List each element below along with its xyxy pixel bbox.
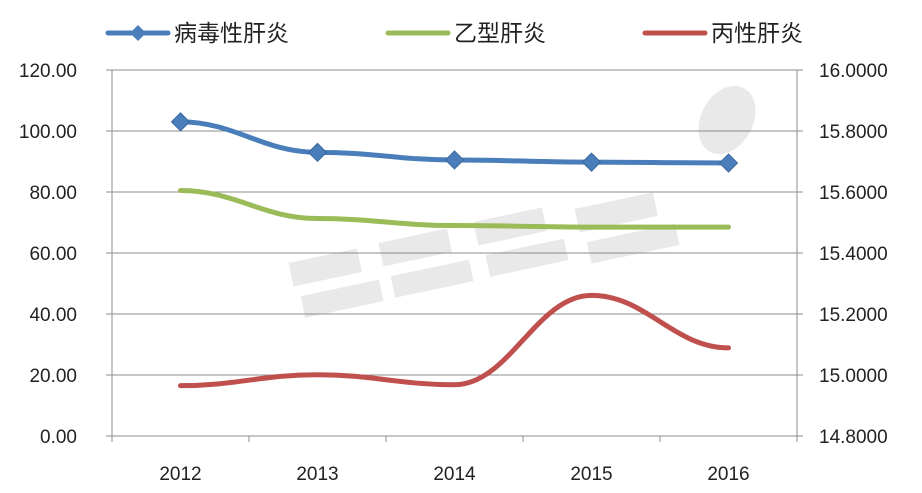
data-point-marker: [307, 142, 328, 163]
left-axis-tick-label: 120.00: [19, 61, 77, 82]
legend-label: 病毒性肝炎: [174, 21, 289, 47]
legend: 病毒性肝炎 乙型肝炎 丙性肝炎: [105, 21, 803, 47]
left-axis-tick-label: 100.00: [19, 122, 77, 143]
right-axis-tick-label: 15.8000: [819, 122, 888, 143]
x-axis-tick-label: 2014: [433, 464, 476, 485]
data-point-marker: [444, 150, 465, 170]
right-axis-tick-label: 16.0000: [819, 61, 888, 82]
legend-marker: [130, 25, 146, 41]
left-axis-tick-label: 0.00: [40, 427, 77, 448]
right-axis-tick-label: 14.8000: [819, 427, 888, 448]
x-axis-tick-label: 2016: [707, 464, 749, 485]
data-point-marker: [170, 112, 191, 132]
left-axis-tick-label: 60.00: [29, 244, 77, 265]
data-point-marker: [718, 153, 739, 173]
x-axis-tick-labels: 2012 2013 2014 2015 2016: [159, 464, 749, 485]
right-axis-tick-label: 15.6000: [819, 183, 888, 204]
watermark-logo: [288, 85, 756, 318]
x-axis-tick-label: 2015: [570, 464, 612, 485]
right-axis-tick-labels: 14.8000 15.0000 15.2000 15.4000 15.6000 15.80…: [819, 61, 888, 448]
x-axis-tick-label: 2012: [159, 464, 201, 485]
left-axis-tick-label: 40.00: [29, 305, 77, 326]
series-line: [178, 187, 731, 230]
right-axis-tick-label: 15.4000: [819, 244, 888, 265]
legend-label: 丙性肝炎: [711, 21, 803, 47]
left-axis-tick-labels: 0.00 20.00 40.00 60.00 80.00 100.00 120.00: [19, 61, 77, 448]
series-markers: [170, 112, 739, 173]
right-axis-tick-label: 15.2000: [819, 305, 888, 326]
left-axis-tick-label: 80.00: [29, 183, 77, 204]
data-point-marker: [581, 152, 602, 172]
left-axis-tick-label: 20.00: [29, 366, 77, 387]
axes: [106, 69, 803, 442]
right-axis-tick-label: 15.0000: [819, 366, 888, 387]
legend-label: 乙型肝炎: [454, 21, 546, 47]
x-axis-tick-label: 2013: [296, 464, 338, 485]
series-line: [178, 292, 731, 389]
